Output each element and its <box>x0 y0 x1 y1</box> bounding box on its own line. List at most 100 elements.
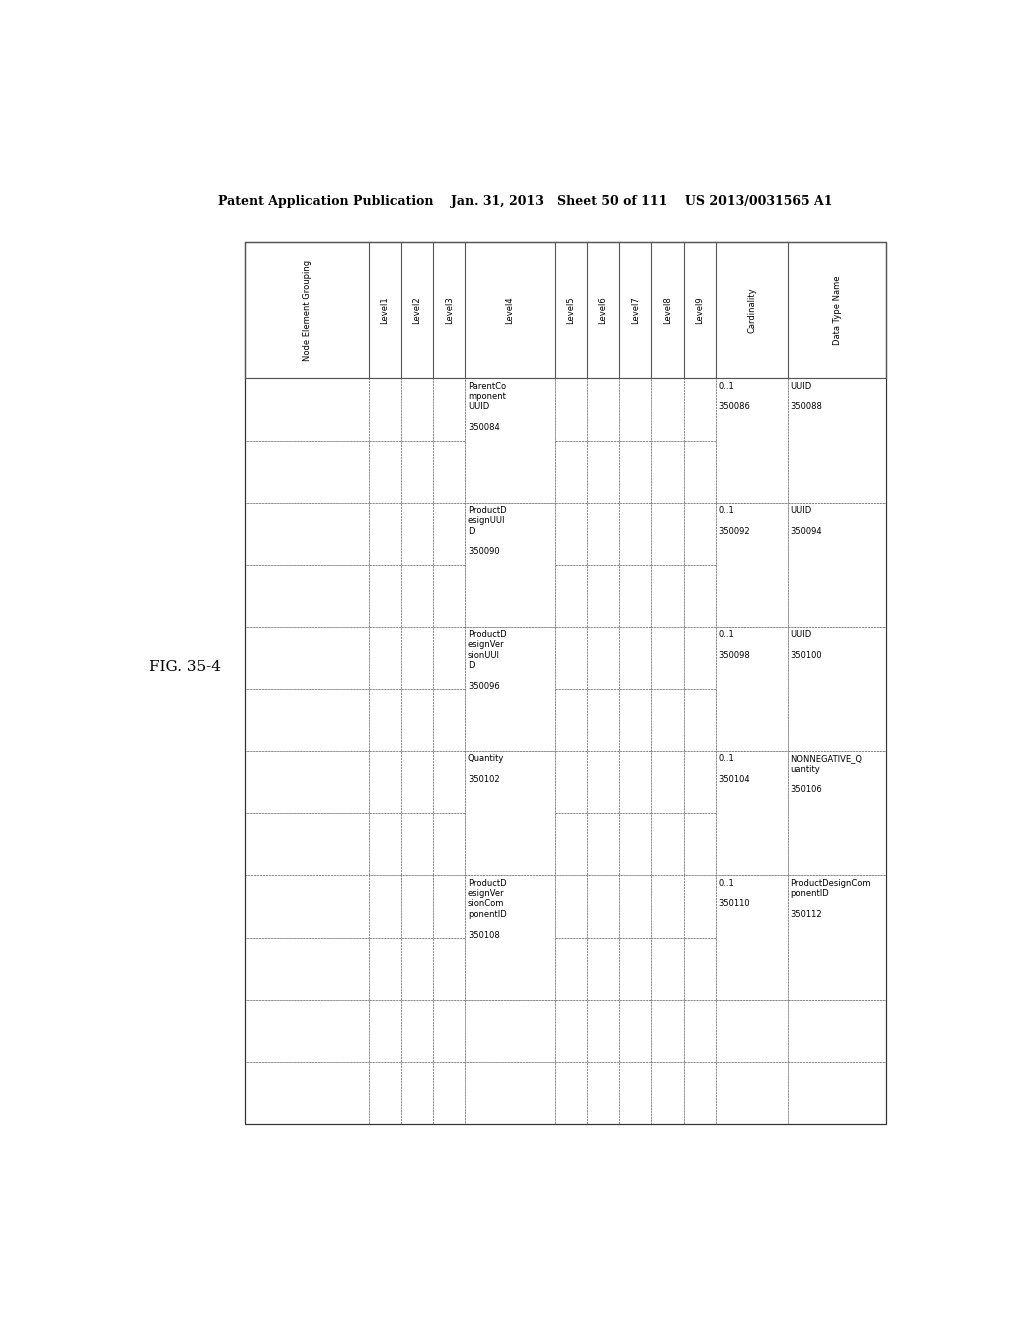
Bar <box>555 1061 587 1123</box>
Text: 0..1

350110: 0..1 350110 <box>719 879 750 908</box>
Bar <box>716 379 788 503</box>
Bar <box>684 937 716 999</box>
Bar <box>555 503 587 565</box>
Bar <box>716 813 788 875</box>
Bar <box>651 813 684 875</box>
Bar <box>587 1061 620 1123</box>
Bar <box>369 751 400 813</box>
Bar <box>246 813 369 875</box>
Bar <box>716 875 788 937</box>
Text: 0..1

350086: 0..1 350086 <box>719 381 751 412</box>
Bar <box>684 813 716 875</box>
Bar <box>620 1061 651 1123</box>
Bar <box>587 937 620 999</box>
Bar <box>684 875 716 937</box>
Bar <box>620 503 651 565</box>
Bar <box>400 875 433 937</box>
Bar <box>466 1061 555 1123</box>
Bar <box>788 875 886 999</box>
Bar <box>433 875 466 937</box>
Bar <box>555 441 587 503</box>
Bar <box>400 503 433 565</box>
Bar <box>246 242 886 1125</box>
Bar <box>466 875 555 937</box>
Bar <box>684 441 716 503</box>
Bar <box>788 627 886 751</box>
Bar <box>651 565 684 627</box>
Bar <box>684 627 716 689</box>
Bar <box>400 751 433 813</box>
Bar <box>246 875 369 937</box>
Bar <box>684 751 716 813</box>
Bar <box>466 689 555 751</box>
Bar <box>587 875 620 937</box>
Bar <box>788 379 886 441</box>
Bar <box>466 875 555 999</box>
Bar <box>716 999 788 1061</box>
Bar <box>400 441 433 503</box>
Bar <box>587 751 620 813</box>
Bar <box>684 379 716 441</box>
Text: ProductDesignCom
ponentID

350112: ProductDesignCom ponentID 350112 <box>791 879 871 919</box>
Bar <box>246 627 369 689</box>
Bar <box>433 813 466 875</box>
Bar <box>433 751 466 813</box>
Text: ProductD
esignVer
sionCom
ponentID

350108: ProductD esignVer sionCom ponentID 35010… <box>468 879 507 940</box>
Bar <box>466 503 555 627</box>
Text: Data Type Name: Data Type Name <box>833 276 842 345</box>
Bar <box>788 503 886 565</box>
Bar <box>246 689 369 751</box>
Text: Quantity

350102: Quantity 350102 <box>468 754 504 784</box>
Bar <box>400 937 433 999</box>
Bar <box>587 813 620 875</box>
Bar <box>620 627 651 689</box>
Bar <box>466 751 555 875</box>
Text: Level7: Level7 <box>631 296 640 323</box>
Bar <box>788 627 886 689</box>
Text: Level2: Level2 <box>413 296 422 323</box>
Bar <box>587 503 620 565</box>
Bar <box>620 813 651 875</box>
Text: Level3: Level3 <box>444 296 454 323</box>
Text: Level9: Level9 <box>695 296 705 323</box>
Bar <box>716 503 788 627</box>
Bar <box>400 379 433 441</box>
Bar <box>466 813 555 875</box>
Bar <box>400 689 433 751</box>
Bar <box>466 441 555 503</box>
Bar <box>620 565 651 627</box>
Bar <box>788 1061 886 1123</box>
Bar <box>684 689 716 751</box>
Text: Node Element Grouping: Node Element Grouping <box>302 260 311 360</box>
Bar <box>788 751 886 875</box>
Bar <box>716 689 788 751</box>
Text: Level6: Level6 <box>599 296 607 323</box>
Bar <box>369 503 400 565</box>
Text: Level1: Level1 <box>380 296 389 323</box>
Bar <box>587 379 620 441</box>
Bar <box>620 689 651 751</box>
Bar <box>433 999 466 1061</box>
Bar <box>555 813 587 875</box>
Bar <box>555 937 587 999</box>
Bar <box>587 689 620 751</box>
Bar <box>788 875 886 937</box>
Bar <box>466 937 555 999</box>
Bar <box>788 689 886 751</box>
Bar <box>651 875 684 937</box>
Bar <box>716 441 788 503</box>
Bar <box>433 379 466 441</box>
Bar <box>400 565 433 627</box>
Text: NONNEGATIVE_Q
uantity

350106: NONNEGATIVE_Q uantity 350106 <box>791 754 862 795</box>
Bar <box>466 379 555 503</box>
Bar <box>246 999 369 1061</box>
Bar <box>684 999 716 1061</box>
Text: Cardinality: Cardinality <box>748 288 757 333</box>
Bar <box>684 503 716 565</box>
Bar <box>620 937 651 999</box>
Bar <box>369 999 400 1061</box>
Bar <box>400 999 433 1061</box>
Bar <box>369 627 400 689</box>
Bar <box>716 379 788 441</box>
Bar <box>246 379 369 441</box>
